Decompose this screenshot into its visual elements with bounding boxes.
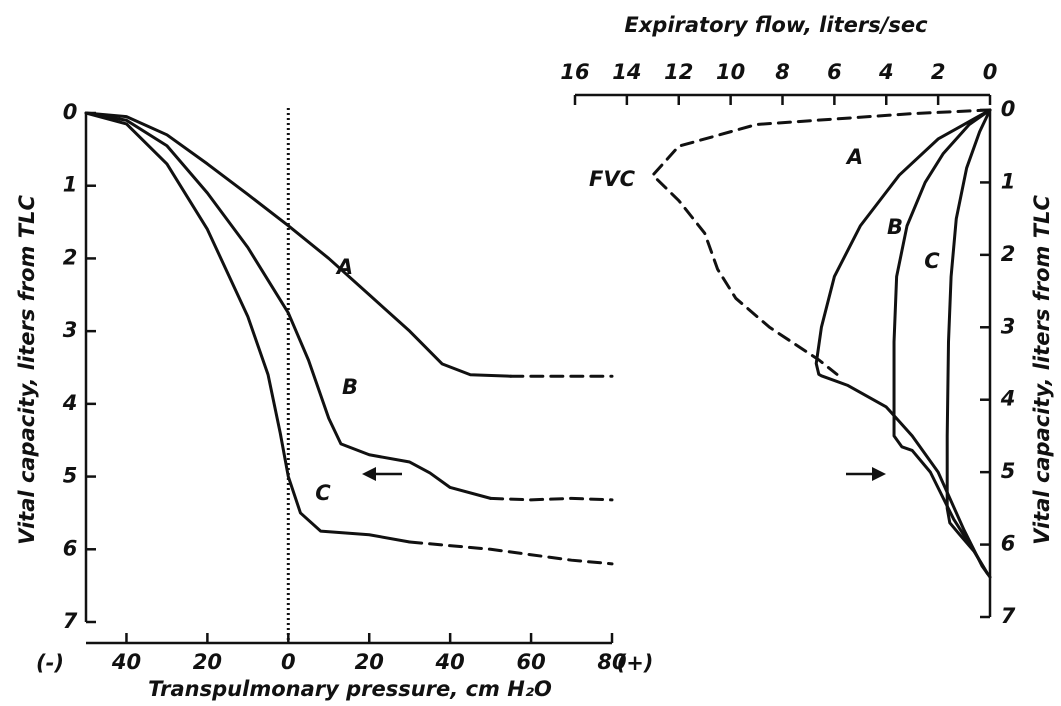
curve-label: C [315, 481, 331, 505]
y-tick-label: 3 [1001, 314, 1016, 338]
x-tick-label: 16 [560, 60, 589, 84]
y-tick-label: 0 [63, 100, 78, 124]
x-tick-label: 4 [878, 60, 894, 84]
curve [651, 108, 992, 376]
y-axis-label: Vital capacity, liters from TLC [15, 195, 39, 545]
curve [84, 111, 513, 378]
x-tick-label: 14 [612, 60, 641, 84]
y-tick-label: 7 [1001, 604, 1016, 628]
arrow-head [872, 467, 886, 481]
y-tick-label: 6 [1001, 532, 1016, 556]
curve [84, 111, 412, 544]
y-tick-label: 5 [1001, 459, 1016, 483]
y-tick-label: 1 [1001, 169, 1016, 193]
x-end-label: (-) [36, 651, 64, 675]
x-tick-label: 20 [355, 650, 384, 674]
arrow-head [362, 467, 376, 481]
x-tick-label: 6 [827, 60, 842, 84]
curve-label: A [845, 145, 863, 169]
y-axis-label: Vital capacity, liters from TLC [1030, 195, 1054, 545]
x-tick-label: 40 [111, 650, 141, 674]
curve [489, 496, 614, 502]
curve-label: B [887, 215, 903, 239]
x-tick-label: 0 [983, 60, 998, 84]
x-tick-label: 0 [281, 650, 296, 674]
x-tick-label: 40 [435, 650, 465, 674]
curve-label: A [335, 255, 353, 279]
y-tick-label: 4 [1000, 387, 1016, 411]
curve-label: B [342, 375, 358, 399]
x-axis-label: Transpulmonary pressure, cm H₂O [148, 677, 552, 701]
x-tick-label: 20 [193, 650, 222, 674]
curve [84, 111, 493, 500]
x-tick-label: 8 [775, 60, 790, 84]
y-tick-label: 4 [62, 391, 78, 415]
curve [945, 108, 992, 576]
curve-label: FVC [589, 167, 636, 191]
y-tick-label: 7 [63, 609, 78, 633]
x-tick-label: 10 [716, 60, 745, 84]
x-tick-label: 80 [597, 650, 626, 674]
x-tick-label: 12 [664, 60, 693, 84]
y-tick-label: 2 [63, 245, 78, 269]
y-tick-label: 5 [63, 464, 78, 488]
y-tick-label: 2 [1001, 242, 1016, 266]
y-tick-label: 1 [63, 173, 78, 197]
y-tick-label: 6 [63, 536, 78, 560]
curve-label: C [924, 249, 940, 273]
x-axis-label: Expiratory flow, liters/sec [624, 13, 928, 37]
x-end-label: (+) [617, 651, 654, 675]
curve [408, 540, 614, 566]
x-tick-label: 2 [931, 60, 946, 84]
x-tick-label: 60 [516, 650, 545, 674]
y-tick-label: 0 [1001, 97, 1016, 121]
curve [892, 108, 992, 576]
y-tick-label: 3 [63, 318, 78, 342]
